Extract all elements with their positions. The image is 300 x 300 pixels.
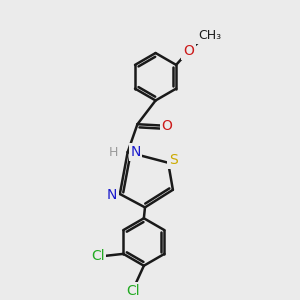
Text: Cl: Cl [91,249,104,263]
Text: N: N [130,145,141,159]
Text: H: H [109,146,118,159]
Text: O: O [161,118,172,133]
Text: O: O [183,44,194,58]
Text: N: N [107,188,117,203]
Text: CH₃: CH₃ [198,29,221,42]
Text: S: S [169,154,178,167]
Text: Cl: Cl [127,284,140,298]
